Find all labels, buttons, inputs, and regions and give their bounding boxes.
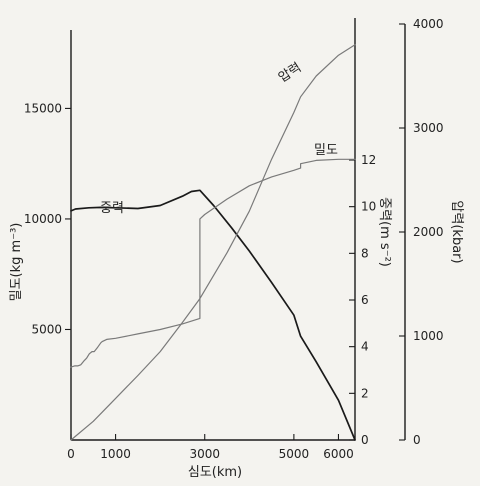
pressure-tick-label: 1000 (413, 329, 444, 343)
x-axis-title: 심도(km) (188, 465, 242, 480)
labels-layer: 심도(km) 밀도(kg m⁻³) 중력(m s⁻²) 압력(kbar) (9, 197, 464, 480)
x-tick-label: 5000 (279, 447, 310, 461)
x-tick-label: 1000 (100, 447, 131, 461)
density-series-label: 밀도 (314, 143, 338, 158)
pressure-tick-label: 4000 (413, 17, 444, 31)
gravity-tick-label: 6 (361, 293, 369, 307)
gravity-tick-label: 2 (361, 386, 369, 400)
axes-frame (70, 18, 406, 441)
density-axis-title: 밀도(kg m⁻³) (9, 223, 24, 302)
density-tick-label: 10000 (24, 212, 62, 226)
density-tick-label: 15000 (24, 101, 62, 115)
pressure-curve (70, 44, 356, 441)
density-curve (70, 158, 356, 368)
pressure-tick-label: 0 (413, 433, 421, 447)
gravity-tick-label: 12 (361, 153, 376, 167)
gravity-tick-label: 0 (361, 433, 369, 447)
ticks-layer: 0 1000 3000 5000 600050001000015000024681012… (24, 17, 444, 461)
pressure-series-label: 압력 (276, 60, 304, 86)
pressure-tick-label: 2000 (413, 225, 444, 239)
gravity-tick-label: 8 (361, 246, 369, 260)
x-tick-label: 0 (67, 447, 75, 461)
series-layer: 중력 밀도 압력 (70, 44, 356, 441)
x-tick-label: 6000 (323, 447, 354, 461)
gravity-series-label: 중력 (100, 201, 124, 216)
gravity-curve (70, 189, 356, 441)
gravity-tick-label: 10 (361, 200, 376, 214)
density-tick-label: 5000 (31, 322, 62, 336)
gravity-tick-label: 4 (361, 340, 369, 354)
x-tick-label: 3000 (189, 447, 220, 461)
pressure-axis-title: 압력(kbar) (449, 200, 464, 263)
pressure-tick-label: 3000 (413, 121, 444, 135)
gravity-axis-title: 중력(m s⁻²) (377, 197, 392, 267)
